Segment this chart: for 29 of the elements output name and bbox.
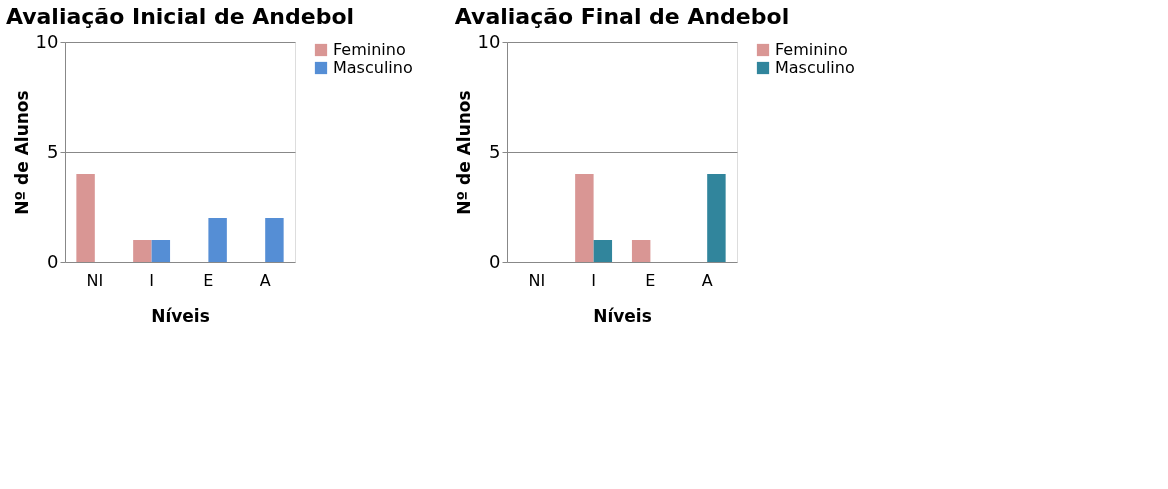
bar xyxy=(76,174,95,262)
x-tick-label: E xyxy=(645,270,656,290)
x-tick-label: NI xyxy=(528,270,546,290)
bar xyxy=(208,218,227,262)
bar xyxy=(151,240,171,262)
y-tick-label: 0 xyxy=(47,250,59,272)
x-tick-label: I xyxy=(591,270,596,290)
bar xyxy=(133,240,152,262)
chart-title: Avaliação Final de Andebol xyxy=(454,4,790,29)
y-axis-title: Nº de Alunos xyxy=(11,90,32,215)
x-tick-label: A xyxy=(701,270,713,290)
x-axis-title: Níveis xyxy=(151,305,210,326)
y-tick-label: 5 xyxy=(47,140,59,162)
y-tick-label: 10 xyxy=(477,30,501,52)
legend-label: Masculino xyxy=(775,58,855,77)
legend-label: Feminino xyxy=(775,40,848,59)
legend-label: Masculino xyxy=(333,58,413,77)
chart-title: Avaliação Inicial de Andebol xyxy=(5,4,355,29)
x-tick-label: E xyxy=(203,270,214,290)
y-tick-label: 5 xyxy=(489,140,501,162)
legend-label: Feminino xyxy=(333,40,406,59)
bar xyxy=(265,218,284,262)
x-tick-label: A xyxy=(259,270,271,290)
x-tick-label: NI xyxy=(86,270,104,290)
x-tick-label: I xyxy=(149,270,154,290)
y-tick-label: 0 xyxy=(489,250,501,272)
y-tick-label: 10 xyxy=(35,30,59,52)
x-axis-title: Níveis xyxy=(593,305,652,326)
y-axis-title: Nº de Alunos xyxy=(453,90,474,215)
